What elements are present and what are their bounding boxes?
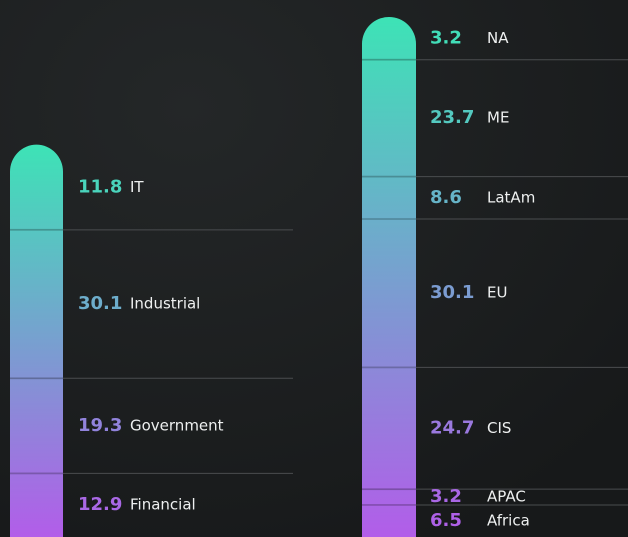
category-label: Government — [130, 416, 224, 434]
value-label: 30.1 — [430, 282, 474, 303]
bar-segment — [362, 489, 416, 505]
category-label: EU — [487, 284, 507, 302]
category-label: LatAm — [487, 188, 535, 206]
bar-segment — [362, 219, 416, 368]
value-label: 24.7 — [430, 417, 474, 438]
bar-segment — [10, 473, 63, 537]
category-label: CIS — [487, 419, 511, 437]
category-label: NA — [487, 29, 509, 47]
bar-cap — [10, 144, 63, 173]
bar-segment — [362, 176, 416, 220]
bar-cap — [362, 17, 416, 45]
category-label: Industrial — [130, 295, 200, 313]
value-label: 23.7 — [430, 107, 474, 128]
value-label: 19.3 — [78, 415, 122, 436]
bar-segment — [10, 229, 63, 379]
category-label: APAC — [487, 488, 526, 506]
value-label: 6.5 — [430, 510, 462, 531]
bar-segment — [362, 504, 416, 537]
category-label: ME — [487, 109, 509, 127]
value-label: 30.1 — [78, 293, 122, 314]
value-label: 11.8 — [78, 176, 122, 197]
bar-segment — [10, 378, 63, 474]
bar-segment — [362, 59, 416, 177]
value-label: 8.6 — [430, 187, 462, 208]
category-label: IT — [130, 178, 144, 196]
category-label: Africa — [487, 511, 530, 529]
category-label: Financial — [130, 496, 196, 514]
bar-segment — [10, 171, 63, 230]
value-label: 3.2 — [430, 27, 462, 48]
value-label: 12.9 — [78, 494, 122, 515]
bar-segment — [362, 44, 416, 60]
bar-segment — [362, 367, 416, 490]
value-label: 3.2 — [430, 486, 462, 507]
